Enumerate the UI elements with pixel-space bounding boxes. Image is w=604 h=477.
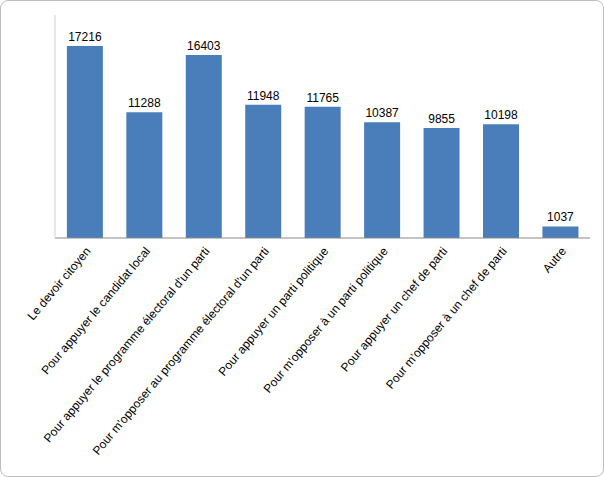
svg-text:11948: 11948: [247, 89, 280, 103]
svg-text:1037: 1037: [547, 210, 574, 224]
svg-text:17216: 17216: [68, 30, 102, 44]
svg-text:Pour appuyer un chef de parti: Pour appuyer un chef de parti: [338, 244, 450, 374]
svg-text:Pour m'opposer à un parti poli: Pour m'opposer à un parti politique: [261, 244, 391, 396]
svg-text:Pour m'opposer à un chef de pa: Pour m'opposer à un chef de parti: [383, 244, 510, 391]
svg-text:16403: 16403: [187, 39, 221, 53]
svg-text:9855: 9855: [428, 112, 455, 126]
svg-text:Autre: Autre: [540, 244, 569, 275]
svg-text:Le devoir citoyen: Le devoir citoyen: [24, 244, 93, 323]
svg-text:Pour appuyer un parti politiqu: Pour appuyer un parti politique: [216, 244, 332, 378]
svg-text:Pour m'opposer au programme él: Pour m'opposer au programme électoral d'…: [89, 244, 272, 458]
svg-text:Pour appuyer le candidat local: Pour appuyer le candidat local: [38, 244, 152, 377]
svg-text:10198: 10198: [484, 108, 518, 122]
svg-text:11765: 11765: [306, 91, 339, 105]
svg-text:11288: 11288: [128, 96, 161, 110]
svg-text:Pour appuyer le programme élec: Pour appuyer le programme électoral d'un…: [40, 244, 213, 446]
svg-text:10387: 10387: [365, 106, 399, 120]
